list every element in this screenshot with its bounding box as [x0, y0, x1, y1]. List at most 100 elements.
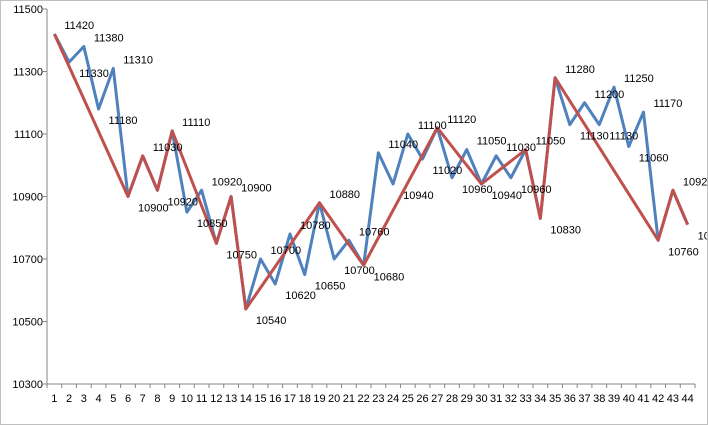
- y-axis: 10300 10500 10700 10900 11100 11300 11500: [12, 4, 48, 391]
- y-tick-label: 11500: [13, 4, 43, 16]
- data-label: 11330: [79, 68, 109, 80]
- y-tick-label: 10500: [12, 317, 43, 329]
- y-tick-label: 11100: [14, 129, 43, 141]
- data-label: 10750: [226, 249, 257, 261]
- data-label: 11130: [580, 131, 609, 143]
- x-tick-label: 24: [387, 393, 399, 405]
- x-tick-label: 44: [682, 393, 694, 405]
- x-tick-label: 3: [81, 393, 87, 405]
- y-tick-label: 10900: [12, 192, 43, 204]
- data-label: 11110: [182, 117, 210, 129]
- data-label: 11040: [388, 139, 418, 151]
- data-label: 10760: [359, 226, 390, 238]
- data-label: 11120: [447, 114, 476, 126]
- x-tick-label: 8: [154, 393, 160, 405]
- x-tick-label: 38: [593, 393, 605, 405]
- data-label: 11030: [506, 142, 536, 154]
- y-tick-label: 10300: [12, 379, 43, 391]
- data-label: 11020: [433, 165, 463, 177]
- data-label: 10920: [167, 196, 198, 208]
- data-label: 10700: [344, 265, 375, 277]
- data-label: 10700: [271, 245, 302, 257]
- x-tick-label: 28: [446, 393, 458, 405]
- data-label: 10920: [212, 176, 243, 188]
- x-tick-label: 2: [66, 393, 72, 405]
- data-label: 10680: [374, 271, 405, 283]
- data-label: 10880: [329, 189, 360, 201]
- data-label: 10960: [462, 184, 493, 196]
- data-label: 10760: [668, 246, 699, 258]
- data-label: 11100: [418, 120, 447, 132]
- y-tick-label: 11300: [13, 67, 43, 79]
- data-label: 11050: [536, 136, 566, 148]
- x-tick-label: 30: [475, 393, 487, 405]
- data-label: 10960: [521, 184, 552, 196]
- x-tick-label: 14: [240, 393, 252, 405]
- data-label: 10850: [197, 218, 228, 230]
- x-axis: 1 2 3 4 5 6 7 8 9 10 11 12 13 14 15 16 17 18 19 20 21 22 23 24 2…: [46, 383, 696, 405]
- data-label: 10920: [683, 176, 707, 188]
- x-tick-label: 7: [140, 393, 146, 405]
- x-tick-label: 15: [254, 393, 266, 405]
- x-tick-label: 18: [299, 393, 311, 405]
- data-label: 11170: [653, 98, 682, 110]
- data-label: 11050: [477, 136, 507, 148]
- x-tick-label: 6: [125, 393, 131, 405]
- y-tick-label: 10700: [12, 254, 43, 266]
- x-tick-label: 9: [169, 393, 175, 405]
- x-tick-label: 36: [564, 393, 576, 405]
- x-tick-label: 23: [372, 393, 384, 405]
- x-tick-label: 5: [110, 393, 116, 405]
- x-tick-label: 13: [225, 393, 237, 405]
- x-tick-label: 32: [505, 393, 517, 405]
- data-label: 11420: [64, 20, 94, 32]
- x-tick-label: 37: [578, 393, 590, 405]
- data-label: 11030: [153, 142, 183, 154]
- data-label: 10940: [403, 190, 434, 202]
- x-tick-label: 27: [431, 393, 443, 405]
- x-tick-label: 42: [652, 393, 664, 405]
- data-label: 11060: [639, 153, 669, 165]
- x-tick-label: 43: [667, 393, 679, 405]
- data-labels: 11420 11330 11380 11180 11310 10900 11030 10920…: [64, 20, 707, 327]
- x-tick-label: 35: [549, 393, 561, 405]
- x-tick-label: 20: [328, 393, 340, 405]
- x-tick-label: 12: [210, 393, 222, 405]
- x-tick-label: 22: [358, 393, 370, 405]
- x-tick-label: 11: [196, 393, 207, 405]
- data-label: 10900: [241, 183, 272, 195]
- data-label: 11280: [565, 64, 595, 76]
- x-tick-label: 1: [51, 393, 57, 405]
- data-label: 10900: [138, 203, 169, 215]
- data-label: 11310: [123, 54, 153, 66]
- x-tick-label: 40: [623, 393, 635, 405]
- x-tick-label: 17: [284, 393, 296, 405]
- series-lines: [52, 33, 690, 311]
- data-label: 10540: [256, 315, 287, 327]
- x-tick-label: 31: [490, 393, 502, 405]
- data-label: 11200: [595, 89, 625, 101]
- plot-area: [47, 9, 695, 384]
- data-label: 10940: [491, 190, 522, 202]
- x-tick-label: 16: [269, 393, 281, 405]
- x-tick-label: 39: [608, 393, 620, 405]
- data-label: 10620: [285, 290, 316, 302]
- data-label: 10780: [300, 220, 331, 232]
- x-tick-label: 21: [343, 393, 355, 405]
- data-label: 10650: [315, 281, 346, 293]
- series-line-red: [52, 33, 690, 311]
- x-tick-label: 41: [637, 393, 649, 405]
- x-tick-label: 34: [534, 393, 546, 405]
- data-label: 11250: [624, 73, 654, 85]
- data-label: 10810: [698, 231, 707, 243]
- x-tick-label: 29: [461, 393, 473, 405]
- data-label: 11130: [609, 131, 638, 143]
- data-label: 11380: [94, 33, 124, 45]
- data-label: 10830: [550, 224, 581, 236]
- data-label: 11180: [109, 115, 138, 127]
- x-tick-label: 10: [181, 393, 193, 405]
- x-tick-label: 4: [95, 393, 101, 405]
- x-tick-label: 19: [313, 393, 325, 405]
